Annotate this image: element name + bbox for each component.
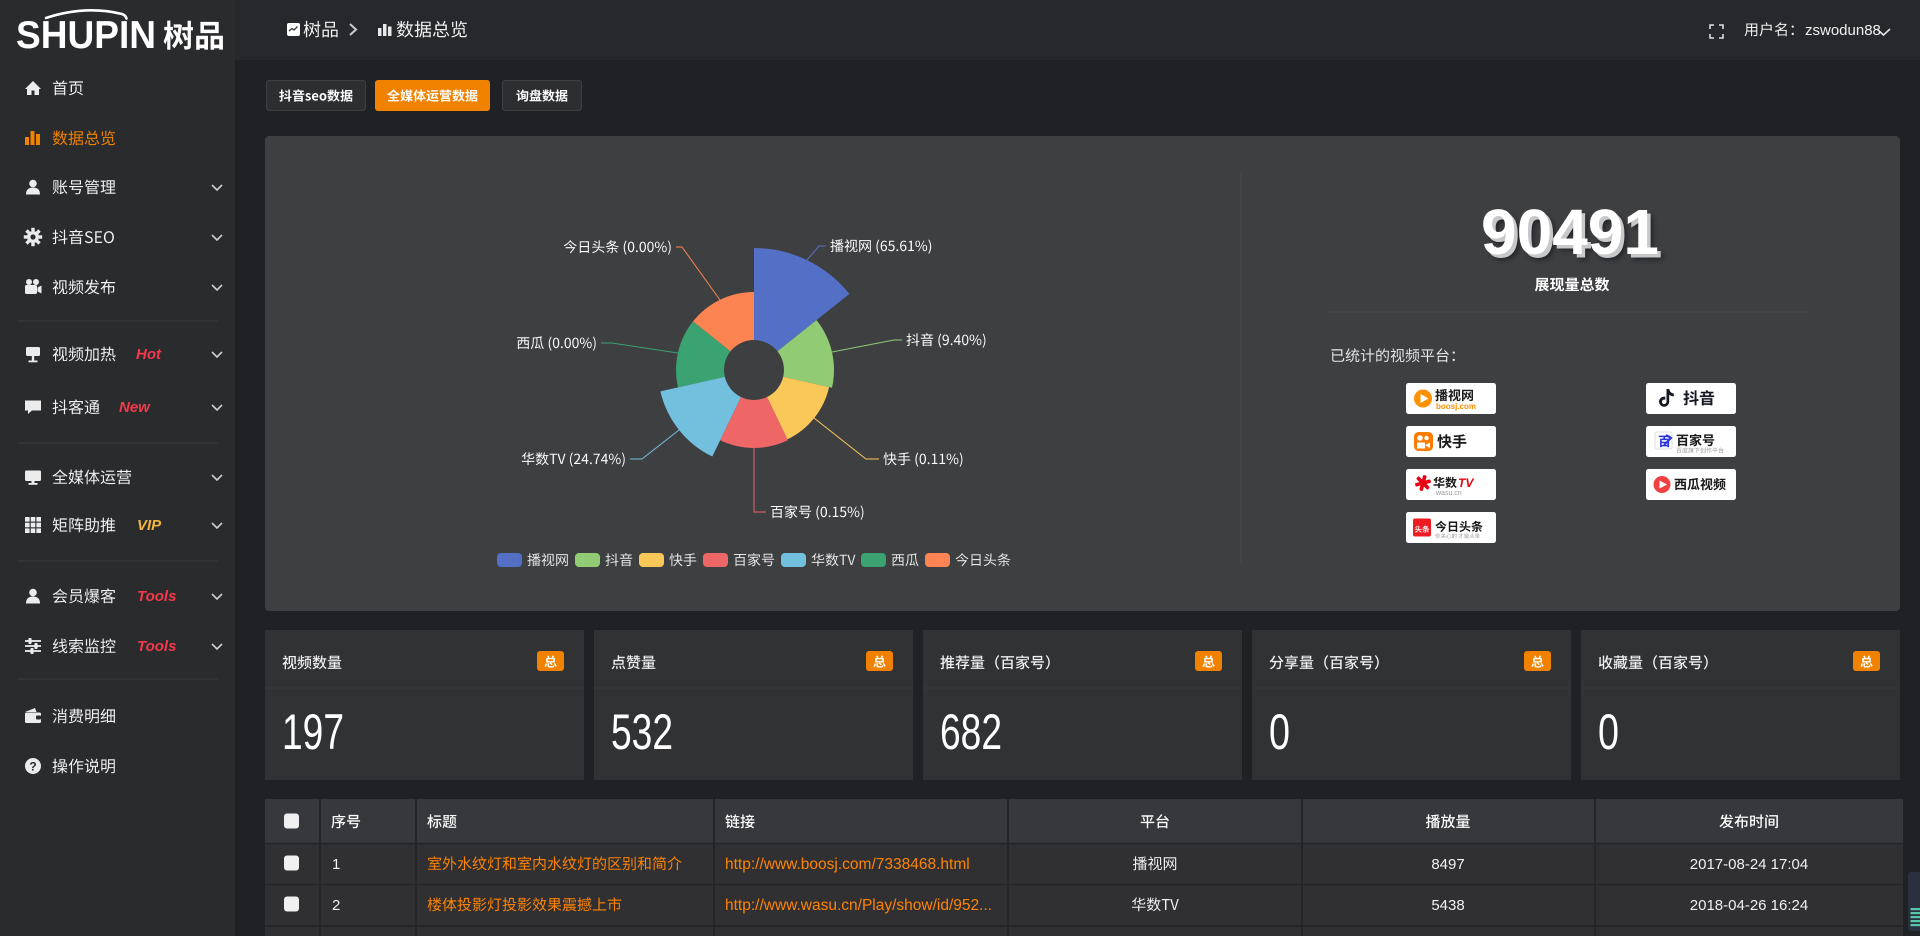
svg-text:532: 532 [611,704,673,760]
svg-text:90491: 90491 [1487,202,1665,274]
svg-text:90491: 90491 [1481,196,1659,268]
svg-text:2: 2 [332,897,340,914]
svg-text:2018-04-26 16:24: 2018-04-26 16:24 [1690,897,1808,914]
svg-text:1: 1 [332,856,340,873]
svg-text:VIP: VIP [137,517,162,534]
svg-text:0: 0 [1598,704,1619,760]
svg-text:2017-08-24 17:04: 2017-08-24 17:04 [1690,856,1808,873]
svg-text:http://www.boosj.com/7338468.h: http://www.boosj.com/7338468.html [725,856,970,873]
svg-text:5438: 5438 [1431,897,1464,914]
svg-text:Tools: Tools [137,638,176,655]
svg-text:SHUPIN: SHUPIN [16,14,156,57]
svg-text:8497: 8497 [1431,856,1464,873]
svg-text:wasu.cn: wasu.cn [1435,490,1462,497]
svg-text:Tools: Tools [137,588,176,605]
svg-text:http://www.wasu.cn/Play/show/i: http://www.wasu.cn/Play/show/id/952... [725,897,992,914]
svg-text:zswodun88: zswodun88 [1805,22,1881,39]
svg-text:TV: TV [1458,476,1474,490]
svg-text:90491: 90491 [1485,200,1663,272]
svg-text:?: ? [29,760,36,774]
svg-text:boosj.com: boosj.com [1436,402,1476,411]
svg-text:New: New [119,399,151,416]
svg-text:197: 197 [282,704,344,760]
svg-text:Hot: Hot [136,346,162,363]
svg-text:682: 682 [940,704,1002,760]
svg-text:0: 0 [1269,704,1290,760]
